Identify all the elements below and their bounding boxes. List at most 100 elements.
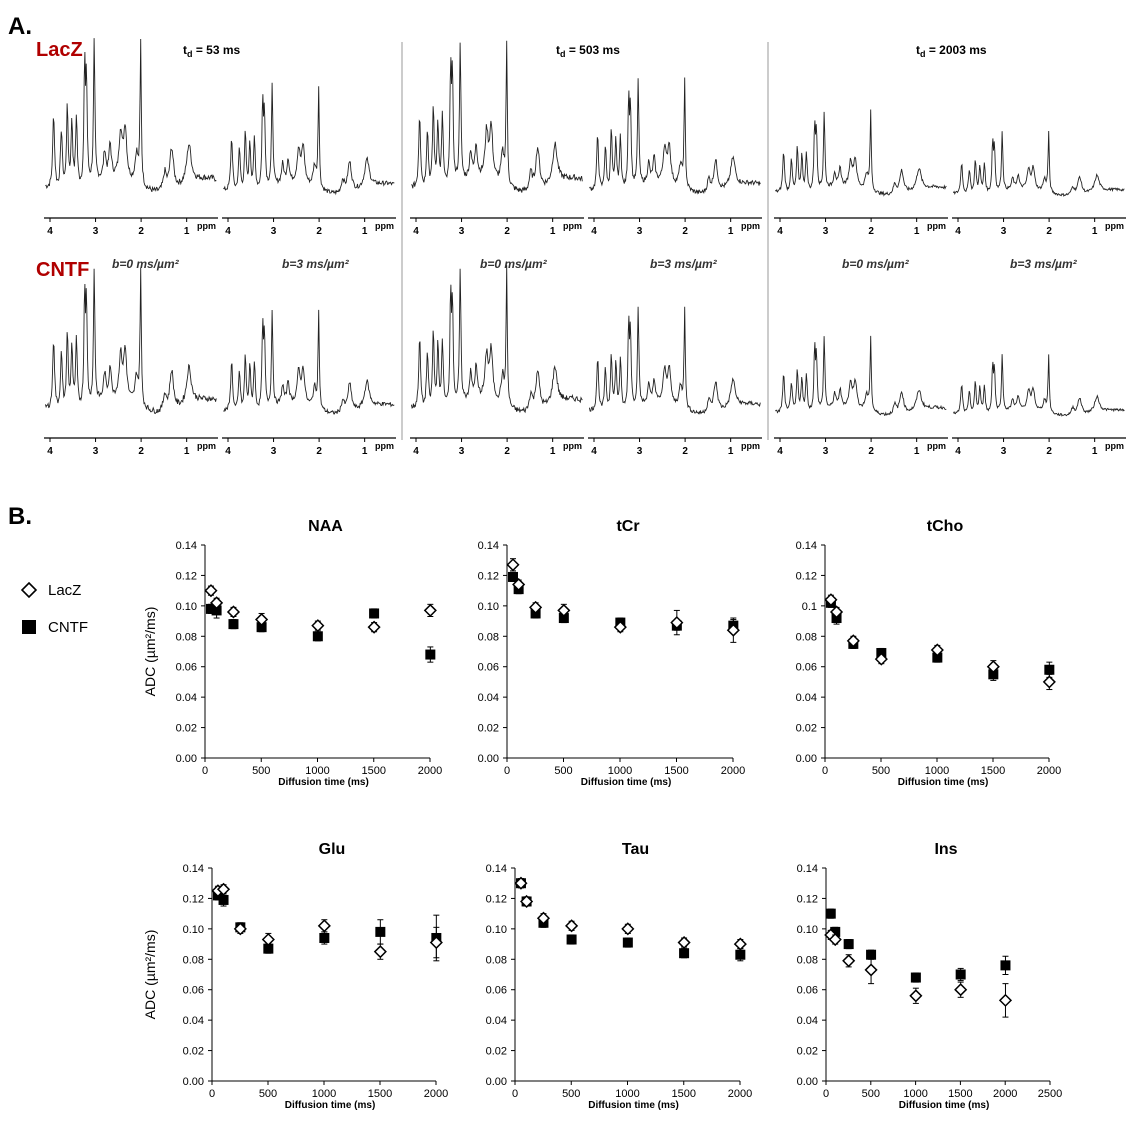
x-tick-label: 1500 <box>368 1088 392 1100</box>
data-point-cntf <box>507 571 518 582</box>
data-point-lacz <box>565 919 579 933</box>
ppm-tick-label: 2 <box>316 226 322 237</box>
legend: LacZ CNTF <box>20 581 88 636</box>
y-tick-label: 0.08 <box>797 954 818 966</box>
td-label-53: td = 53 ms <box>183 43 241 59</box>
data-point-lacz <box>216 882 231 896</box>
ppm-tick-label: 2 <box>504 446 510 457</box>
data-point-cntf <box>211 605 222 616</box>
data-point-cntf <box>218 894 229 905</box>
legend-marker-lacz <box>20 581 38 599</box>
y-tick-label: 0.08 <box>176 631 197 643</box>
y-tick-label: 0.04 <box>797 1015 818 1027</box>
y-tick-label: 0.04 <box>183 1015 204 1027</box>
data-point-cntf <box>558 613 569 624</box>
y-tick-label: 0.1 <box>802 601 817 613</box>
data-point-cntf <box>988 669 999 680</box>
chart-title: Ins <box>934 841 957 858</box>
data-point-cntf <box>866 949 877 960</box>
spectrum-trace <box>44 267 217 415</box>
chart-title: Tau <box>622 841 649 858</box>
x-tick-label: 500 <box>554 765 572 777</box>
ppm-tick-label: 2 <box>1046 446 1052 457</box>
x-tick-label: 1500 <box>362 765 386 777</box>
bvalue-label: b=0 ms/µm² <box>480 257 548 271</box>
y-tick-label: 0.06 <box>478 662 499 674</box>
ppm-tick-label: 1 <box>550 226 556 237</box>
data-point-lacz <box>733 937 747 951</box>
ppm-tick-label: 4 <box>777 446 783 457</box>
chart-title: Glu <box>319 841 346 858</box>
ppm-tick-label: 3 <box>1001 446 1007 457</box>
x-tick-label: 2000 <box>1037 765 1061 777</box>
data-point-cntf <box>622 937 633 948</box>
data-point-lacz <box>613 620 627 634</box>
data-point-cntf <box>566 934 577 945</box>
data-point-lacz <box>520 894 534 909</box>
data-point-lacz <box>429 935 443 950</box>
x-axis-title: Diffusion time (ms) <box>581 777 672 788</box>
data-point-lacz <box>233 922 247 936</box>
chart-title: NAA <box>308 518 343 535</box>
data-point-cntf <box>369 608 380 619</box>
ppm-tick-label: 3 <box>637 446 643 457</box>
ppm-tick-label: 2 <box>504 226 510 237</box>
ppm-tick-label: 4 <box>225 446 231 457</box>
ppm-tick-label: 2 <box>138 226 144 237</box>
legend-label-cntf: CNTF <box>48 619 88 636</box>
x-tick-label: 500 <box>862 1088 880 1100</box>
ppm-unit-label: ppm <box>563 441 582 451</box>
td-label-503: td = 503 ms <box>556 43 620 59</box>
ppm-tick-label: 4 <box>413 446 419 457</box>
data-point-lacz <box>930 643 944 657</box>
data-point-lacz <box>423 603 437 617</box>
y-tick-label: 0.14 <box>796 540 817 552</box>
data-point-lacz <box>226 605 241 619</box>
ppm-tick-label: 1 <box>728 226 734 237</box>
y-tick-label: 0.06 <box>797 985 818 997</box>
ppm-tick-label: 2 <box>868 446 874 457</box>
x-tick-label: 500 <box>252 765 270 777</box>
y-tick-label: 0.04 <box>176 692 197 704</box>
data-point-cntf <box>228 619 239 630</box>
x-tick-label: 2000 <box>728 1088 752 1100</box>
data-point-cntf <box>910 972 921 983</box>
ppm-tick-label: 1 <box>362 226 368 237</box>
ppm-tick-label: 1 <box>184 226 190 237</box>
x-tick-label: 0 <box>822 765 828 777</box>
ppm-tick-label: 2 <box>1046 226 1052 237</box>
group-label-lacz: LacZ <box>36 39 83 61</box>
y-tick-label: 0.06 <box>486 985 507 997</box>
ppm-tick-label: 3 <box>271 446 277 457</box>
data-point-lacz <box>557 603 571 617</box>
data-point-lacz <box>864 963 878 977</box>
ppm-tick-label: 1 <box>914 226 920 237</box>
ppm-tick-label: 1 <box>914 446 920 457</box>
ppm-tick-label: 4 <box>47 446 53 457</box>
ppm-tick-label: 3 <box>93 226 99 237</box>
data-point-lacz <box>670 616 684 630</box>
y-tick-label: 0.12 <box>486 893 507 905</box>
spectrum-trace <box>775 109 947 197</box>
data-point-cntf <box>932 652 943 663</box>
y-tick-label: 0.06 <box>796 662 817 674</box>
chart-naa: NAA 0.00 0.02 0.04 0.06 0.08 0.10 0.12 0.14 0 500 1… <box>142 518 442 788</box>
data-point-lacz <box>677 935 691 950</box>
data-point-lacz <box>828 932 842 947</box>
data-point-lacz <box>829 605 844 619</box>
x-tick-label: 2000 <box>721 765 745 777</box>
data-point-lacz <box>1042 675 1056 689</box>
y-tick-label: 0.04 <box>478 692 499 704</box>
x-tick-label: 1000 <box>903 1088 927 1100</box>
x-axis-title: Diffusion time (ms) <box>285 1100 376 1111</box>
chart-title: tCr <box>616 518 639 535</box>
y-tick-label: 0.12 <box>176 570 197 582</box>
y-tick-label: 0.08 <box>183 954 204 966</box>
y-tick-label: 0.06 <box>183 985 204 997</box>
ppm-tick-label: 1 <box>1092 446 1098 457</box>
data-point-cntf <box>1044 664 1055 675</box>
y-tick-label: 0.08 <box>486 954 507 966</box>
data-point-lacz <box>373 945 387 959</box>
ppm-tick-label: 4 <box>777 226 783 237</box>
data-point-cntf <box>205 603 216 614</box>
